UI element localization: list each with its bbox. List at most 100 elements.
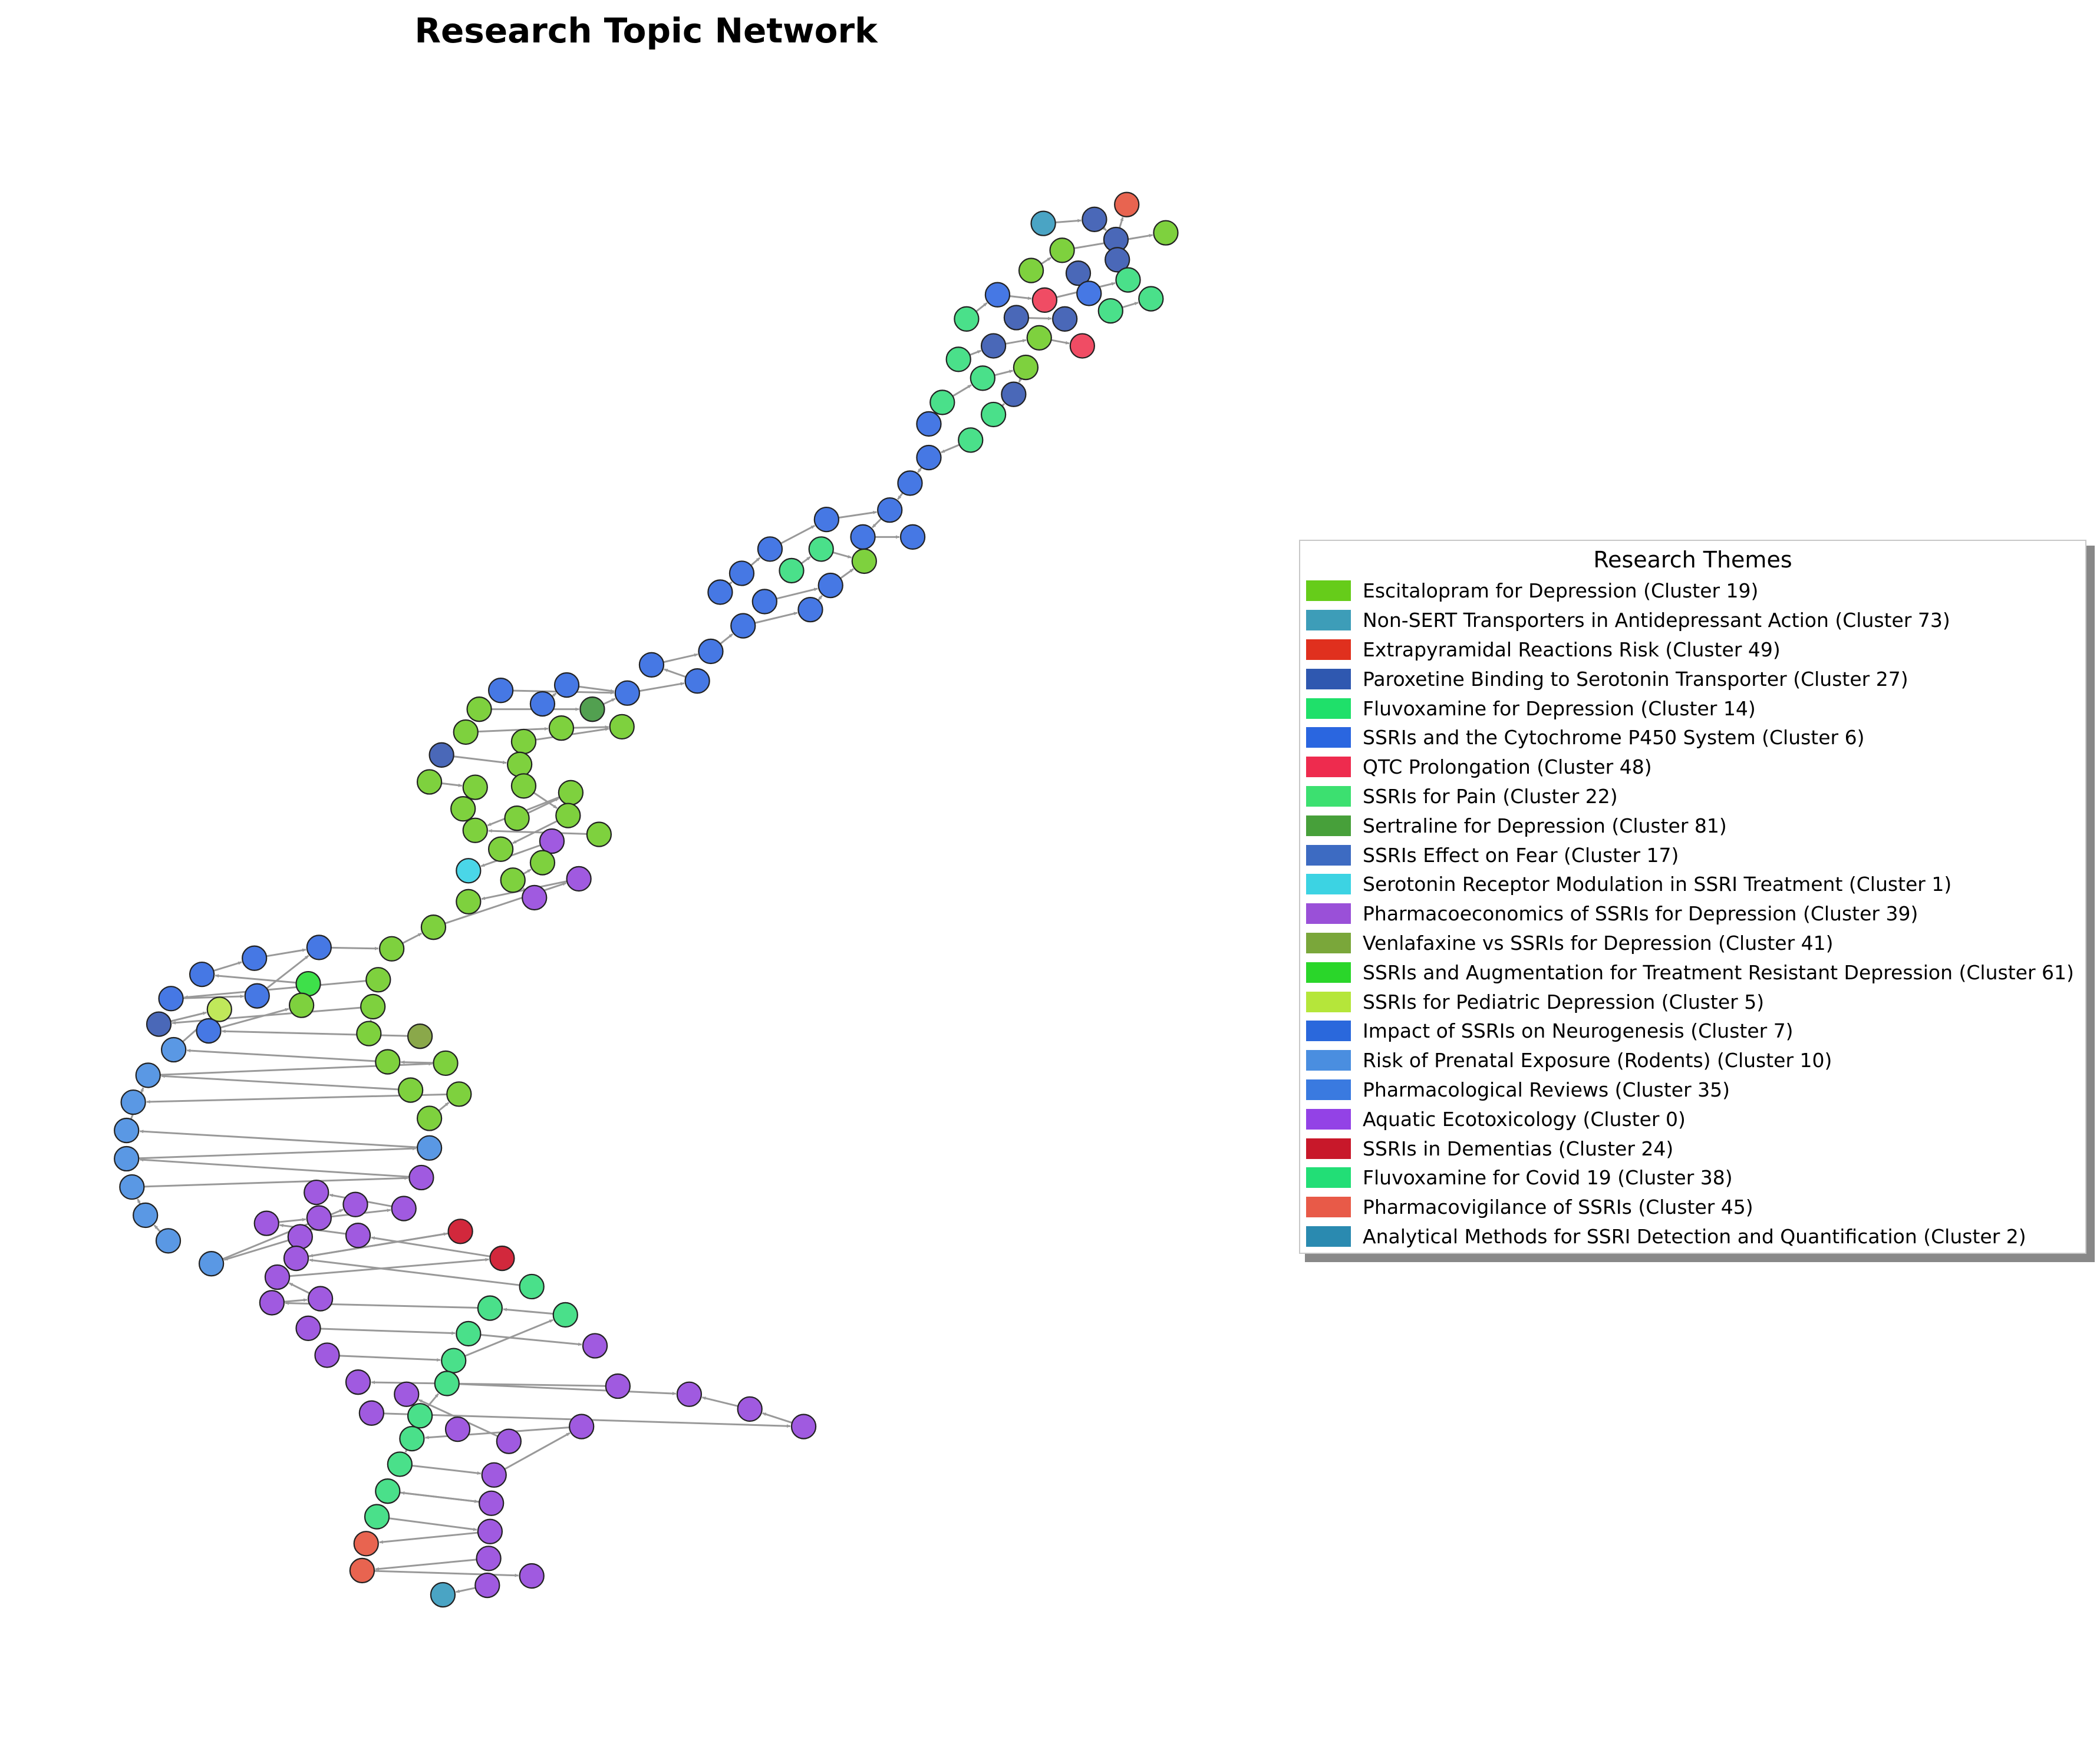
graph-edge — [266, 955, 309, 989]
legend-swatch — [1306, 785, 1351, 807]
legend-swatch — [1306, 1138, 1351, 1159]
graph-edge — [969, 349, 982, 356]
legend-swatch — [1306, 698, 1351, 719]
graph-edge — [183, 995, 244, 999]
graph-edge — [871, 518, 882, 529]
graph-edge — [153, 1224, 161, 1233]
graph-node — [160, 1036, 187, 1063]
legend-swatch — [1306, 757, 1351, 778]
graph-node — [1114, 191, 1140, 217]
graph-node — [698, 638, 724, 665]
graph-node — [1097, 298, 1123, 324]
legend-swatch — [1306, 815, 1351, 836]
graph-edge — [664, 668, 687, 678]
graph-edge — [438, 1102, 450, 1112]
graph-edge — [573, 725, 609, 729]
graph-edge — [161, 1074, 399, 1091]
graph-node — [481, 1462, 507, 1488]
network-graph — [114, 191, 1179, 1608]
legend-title: Research Themes — [1593, 547, 1792, 573]
graph-edge — [320, 1328, 456, 1335]
graph-node — [1013, 354, 1039, 381]
graph-node — [119, 1174, 145, 1200]
legend-swatch — [1306, 1050, 1351, 1071]
graph-node — [1105, 247, 1130, 273]
graph-node — [444, 1416, 471, 1442]
graph-node — [375, 1478, 401, 1504]
graph-node — [434, 1371, 460, 1396]
graph-edge — [917, 467, 922, 473]
graph-node — [364, 1504, 390, 1530]
graph-node — [353, 1531, 379, 1557]
graph-edge — [374, 1570, 519, 1577]
graph-edge — [832, 551, 852, 559]
graph-node — [487, 678, 514, 704]
graph-node — [196, 1018, 222, 1044]
graph-node — [984, 282, 1011, 308]
graph-edge — [1102, 226, 1107, 232]
graph-node — [757, 536, 783, 562]
graph-node — [242, 945, 268, 971]
graph-edge — [453, 755, 507, 764]
graph-node — [420, 914, 447, 940]
graph-edge — [223, 1239, 289, 1261]
graph-node — [579, 696, 605, 722]
graph-node — [569, 1414, 595, 1439]
graph-edge — [897, 492, 904, 500]
graph-node — [751, 589, 777, 615]
graph-edge — [754, 612, 798, 624]
graph-edge — [144, 1176, 408, 1188]
graph-edge — [800, 556, 811, 564]
legend-item: SSRIs and the Cytochrome P450 System (Cl… — [1300, 723, 2085, 752]
graph-node — [477, 1518, 503, 1544]
graph-node — [916, 411, 942, 437]
graph-node — [817, 572, 843, 599]
graph-node — [365, 967, 391, 993]
graph-node — [958, 427, 984, 453]
legend-label: Pharmacovigilance of SSRIs (Cluster 45) — [1363, 1196, 1753, 1219]
legend-label: Aquatic Ecotoxicology (Cluster 0) — [1363, 1107, 1686, 1131]
graph-node — [510, 728, 537, 755]
legend-swatch — [1306, 1021, 1351, 1042]
legend-label: Sertraline for Depression (Cluster 81) — [1363, 814, 1727, 837]
graph-node — [529, 691, 556, 717]
graph-edge — [527, 797, 559, 814]
legend-swatch — [1306, 580, 1351, 602]
legend-swatch — [1306, 1167, 1351, 1188]
legend-swatch — [1306, 610, 1351, 631]
graph-edge — [464, 1319, 553, 1357]
legend-item: Impact of SSRIs on Neurogenesis (Cluster… — [1300, 1016, 2085, 1046]
graph-edge — [220, 1008, 289, 1029]
graph-edge — [279, 1223, 347, 1235]
graph-edge — [278, 1217, 306, 1223]
legend-item: Serotonin Receptor Modulation in SSRI Tr… — [1300, 870, 2085, 899]
graph-node — [158, 986, 184, 1012]
graph-node — [416, 769, 443, 795]
graph-edge — [331, 946, 379, 950]
legend-label: Extrapyramidal Reactions Risk (Cluster 4… — [1363, 638, 1781, 661]
graph-node — [487, 836, 514, 862]
graph-node — [360, 993, 386, 1020]
graph-node — [980, 401, 1007, 428]
graph-edge — [780, 524, 816, 544]
graph-edge — [1028, 316, 1052, 321]
graph-node — [456, 1320, 482, 1347]
graph-node — [1018, 257, 1044, 283]
graph-node — [586, 821, 612, 847]
graph-node — [737, 1396, 763, 1422]
graph-node — [1065, 260, 1092, 286]
graph-node — [552, 1302, 578, 1328]
graph-node — [345, 1369, 371, 1395]
graph-node — [114, 1145, 140, 1172]
graph-edge — [480, 1333, 582, 1346]
graph-edge — [504, 1432, 571, 1470]
graph-node — [496, 1428, 522, 1454]
graph-node — [609, 714, 635, 740]
graph-node — [288, 992, 315, 1018]
graph-node — [945, 346, 971, 372]
graph-node — [555, 803, 581, 828]
graph-node — [1069, 333, 1095, 359]
legend-label: Analytical Methods for SSRI Detection an… — [1363, 1224, 2026, 1248]
graph-edge — [402, 932, 423, 945]
graph-node — [730, 613, 756, 639]
